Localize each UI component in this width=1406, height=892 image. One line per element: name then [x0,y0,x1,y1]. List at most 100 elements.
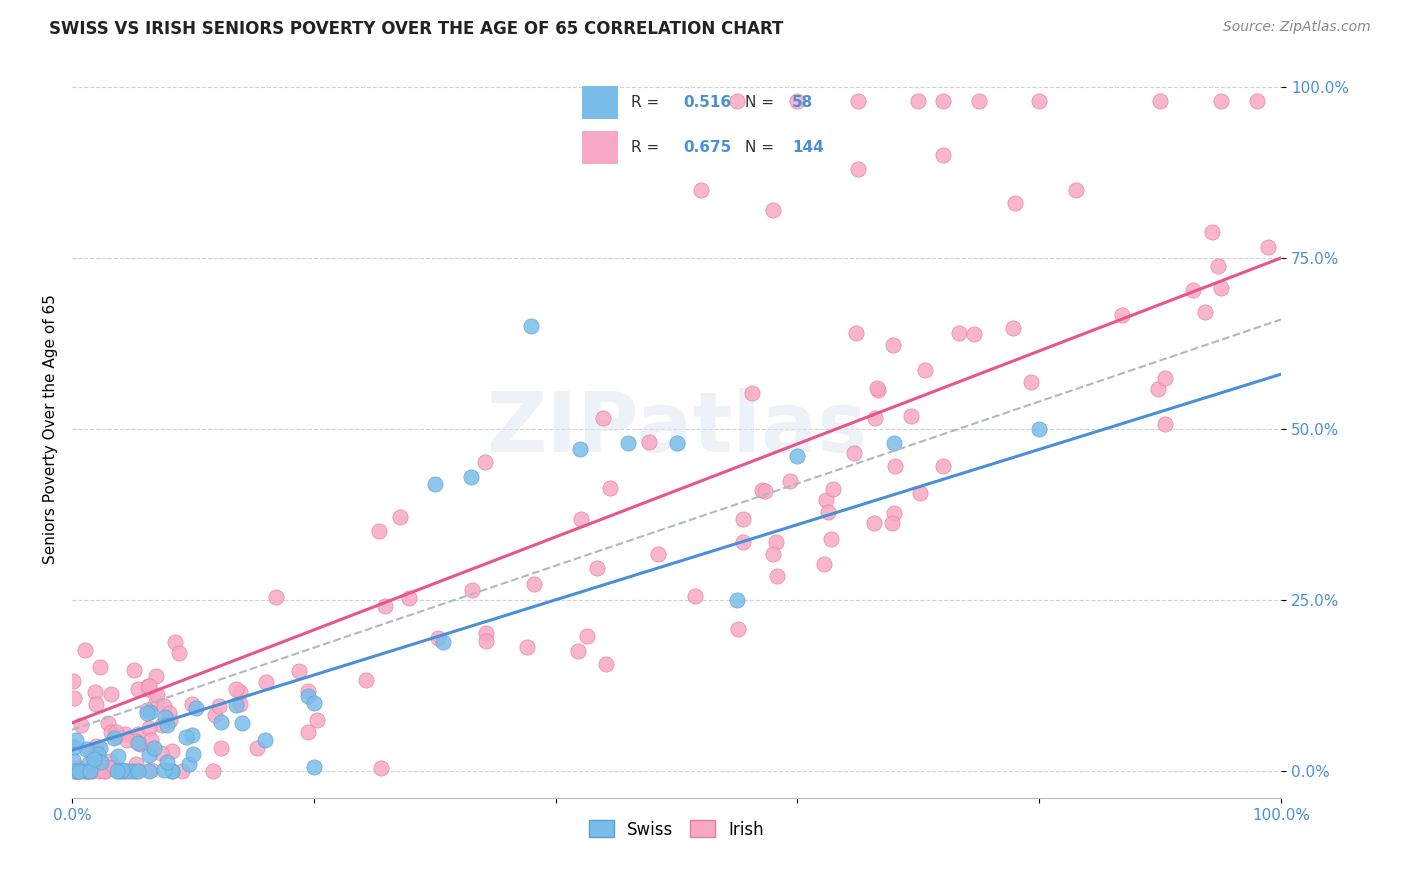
Point [229,685,252,699]
Point [121,764,143,778]
Point [1257,240,1279,254]
Point [138,764,160,778]
Point [160,764,183,778]
Point [762,202,785,217]
Point [779,475,801,489]
Point [1111,308,1133,322]
Point [75,643,97,657]
Point [846,161,869,176]
Point [880,516,903,530]
Point [1201,225,1223,239]
Point [77,764,100,778]
Point [209,741,232,756]
Point [62,674,84,689]
Point [156,755,179,769]
Point [184,701,207,715]
Point [762,547,785,561]
Point [461,583,484,598]
Point [665,435,688,450]
Point [83,685,105,699]
Point [967,94,990,108]
Point [170,764,193,778]
Point [105,729,128,743]
Point [83,751,105,765]
Point [75,764,97,778]
Point [76,764,98,778]
Point [163,635,186,649]
Point [110,764,132,778]
Point [567,644,589,658]
Point [80,761,103,775]
Point [882,338,904,352]
Point [139,732,162,747]
Point [202,764,225,778]
Point [617,435,640,450]
Point [125,733,148,747]
Point [63,764,86,778]
Point [231,716,253,731]
Point [731,535,754,549]
Point [866,384,889,398]
Point [754,483,776,498]
Point [112,764,135,778]
Point [863,410,886,425]
Point [63,690,86,705]
Point [1209,94,1232,108]
Point [169,646,191,660]
Point [931,459,953,474]
Point [254,674,277,689]
Point [225,698,247,712]
Point [685,589,707,603]
Text: ZIPatlas: ZIPatlas [486,388,868,469]
Point [741,385,763,400]
Point [66,764,89,778]
Point [177,756,200,771]
Point [67,764,90,778]
Point [1194,305,1216,319]
Point [143,740,166,755]
Point [367,524,389,539]
Point [1211,281,1233,295]
Point [107,764,129,778]
Point [1019,376,1042,390]
Point [77,756,100,770]
Point [127,736,149,750]
Point [1153,371,1175,385]
Point [586,561,609,575]
Point [931,94,953,108]
Point [354,673,377,688]
Point [97,760,120,774]
Point [174,731,197,745]
Point [460,469,482,483]
Point [162,764,184,778]
Point [136,679,159,693]
Point [155,710,177,724]
Point [1001,321,1024,335]
Point [910,485,932,500]
Y-axis label: Seniors Poverty Over the Age of 65: Seniors Poverty Over the Age of 65 [44,294,58,564]
Point [97,716,120,731]
Point [1246,94,1268,108]
Point [103,760,125,774]
Point [89,660,111,674]
Point [474,455,496,469]
Point [127,727,149,741]
Text: Source: ZipAtlas.com: Source: ZipAtlas.com [1223,20,1371,34]
Point [122,663,145,677]
Point [846,94,869,108]
Point [1154,417,1177,431]
Point [125,757,148,772]
Point [863,516,886,531]
Point [1004,196,1026,211]
Point [118,764,141,778]
Point [157,706,180,720]
Point [266,590,288,604]
Point [138,747,160,762]
Point [823,482,845,496]
Point [135,706,157,721]
Point [288,664,311,678]
Point [75,741,97,756]
Point [568,442,591,457]
Point [725,94,748,108]
Point [426,631,449,645]
